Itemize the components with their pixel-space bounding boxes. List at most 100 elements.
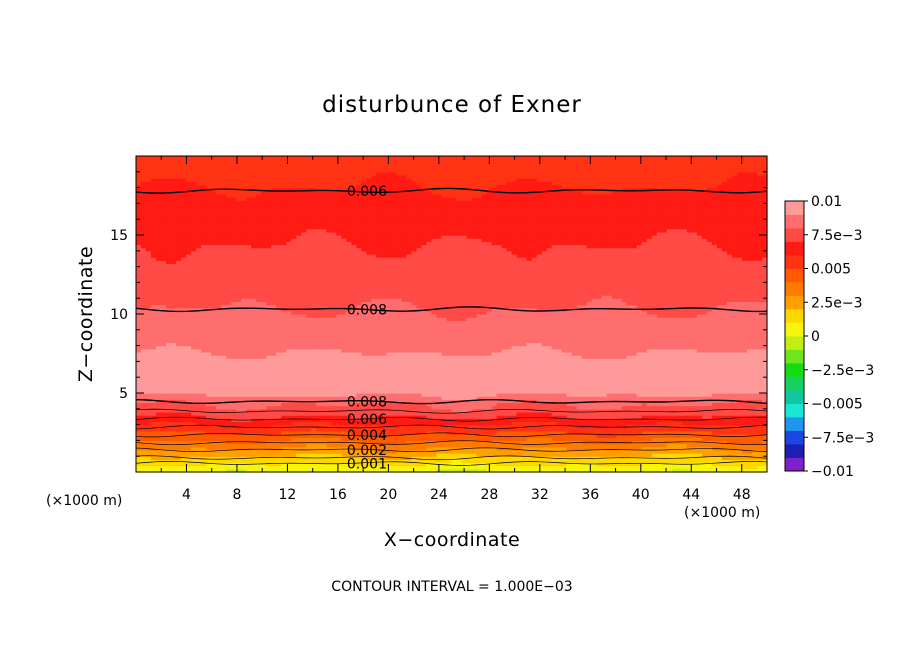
field-cell: [201, 440, 207, 445]
field-cell: [576, 437, 583, 441]
field-cell: [496, 459, 503, 464]
field-cell: [346, 424, 352, 429]
field-cell: [211, 462, 217, 467]
field-cell: [226, 468, 232, 473]
field-cell: [731, 418, 738, 423]
field-cell: [271, 418, 277, 423]
field-cell: [451, 418, 458, 423]
field-cell: [476, 446, 483, 451]
field-cell: [186, 462, 192, 467]
field-cell: [466, 437, 473, 441]
field-cell: [751, 418, 758, 423]
field-cell: [501, 449, 508, 454]
field-cell: [611, 465, 618, 470]
field-cell: [581, 418, 588, 423]
field-cell: [561, 456, 568, 460]
field-cell: [631, 418, 638, 423]
field-cell: [431, 449, 438, 454]
field-cell: [431, 468, 438, 473]
field-cell: [431, 456, 438, 460]
field-cell: [156, 462, 162, 467]
field-cell: [646, 427, 653, 432]
field-cell: [261, 453, 267, 457]
field-cell: [706, 437, 713, 441]
field-cell: [261, 434, 267, 438]
field-cell: [276, 418, 282, 423]
field-cell: [216, 430, 222, 435]
field-cell: [721, 468, 728, 473]
field-cell: [606, 453, 613, 457]
field-cell: [641, 418, 648, 423]
field-cell: [466, 468, 473, 473]
field-cell: [306, 437, 312, 441]
field-cell: [266, 427, 272, 432]
field-cell: [676, 453, 683, 457]
field-cell: [491, 421, 498, 426]
field-cell: [341, 415, 347, 419]
field-cell: [211, 456, 217, 460]
field-cell: [596, 446, 603, 451]
field-cell: [166, 421, 172, 426]
field-cell: [381, 440, 387, 445]
field-cell: [216, 449, 222, 454]
field-cell: [761, 462, 768, 467]
field-cell: [546, 440, 553, 445]
field-cell: [611, 437, 618, 441]
field-cell: [666, 437, 673, 441]
field-cell: [561, 424, 568, 429]
field-cell: [291, 468, 297, 473]
field-cell: [386, 462, 393, 467]
field-cell: [361, 418, 367, 423]
field-cell: [411, 437, 418, 441]
field-cell: [596, 430, 603, 435]
field-cell: [196, 415, 202, 419]
field-cell: [136, 411, 142, 416]
field-cell: [621, 465, 628, 470]
field-cell: [751, 468, 758, 473]
field-cell: [421, 421, 428, 426]
field-cell: [196, 468, 202, 473]
field-cell: [511, 415, 518, 419]
field-cell: [661, 449, 668, 454]
field-cell: [451, 430, 458, 435]
field-cell: [716, 459, 723, 464]
field-cell: [631, 462, 638, 467]
field-cell: [591, 427, 598, 432]
field-cell: [206, 421, 212, 426]
field-cell: [526, 440, 533, 445]
field-cell: [326, 434, 332, 438]
field-cell: [371, 427, 377, 432]
field-cell: [666, 453, 673, 457]
field-cell: [256, 468, 262, 473]
field-cell: [211, 453, 217, 457]
field-cell: [496, 424, 503, 429]
field-cell: [171, 430, 177, 435]
field-cell: [411, 465, 418, 470]
field-cell: [601, 465, 608, 470]
field-cell: [661, 443, 668, 448]
field-cell: [636, 446, 643, 451]
field-cell: [421, 437, 428, 441]
field-cell: [611, 418, 618, 423]
field-cell: [736, 468, 743, 473]
field-cell: [346, 437, 352, 441]
field-cell: [546, 449, 553, 454]
field-cell: [376, 421, 382, 426]
field-cell: [446, 468, 453, 473]
field-cell: [156, 421, 162, 426]
field-cell: [286, 468, 292, 473]
field-cell: [236, 468, 242, 473]
field-cell: [231, 468, 237, 473]
field-cell: [411, 424, 418, 429]
field-cell: [746, 427, 753, 432]
field-cell: [256, 430, 262, 435]
field-cell: [351, 456, 357, 460]
field-cell: [306, 411, 312, 416]
field-cell: [421, 440, 428, 445]
field-cell: [301, 459, 307, 464]
field-cell: [726, 462, 733, 467]
field-cell: [531, 446, 538, 451]
field-cell: [441, 421, 448, 426]
field-cell: [686, 468, 693, 473]
field-cell: [681, 468, 688, 473]
